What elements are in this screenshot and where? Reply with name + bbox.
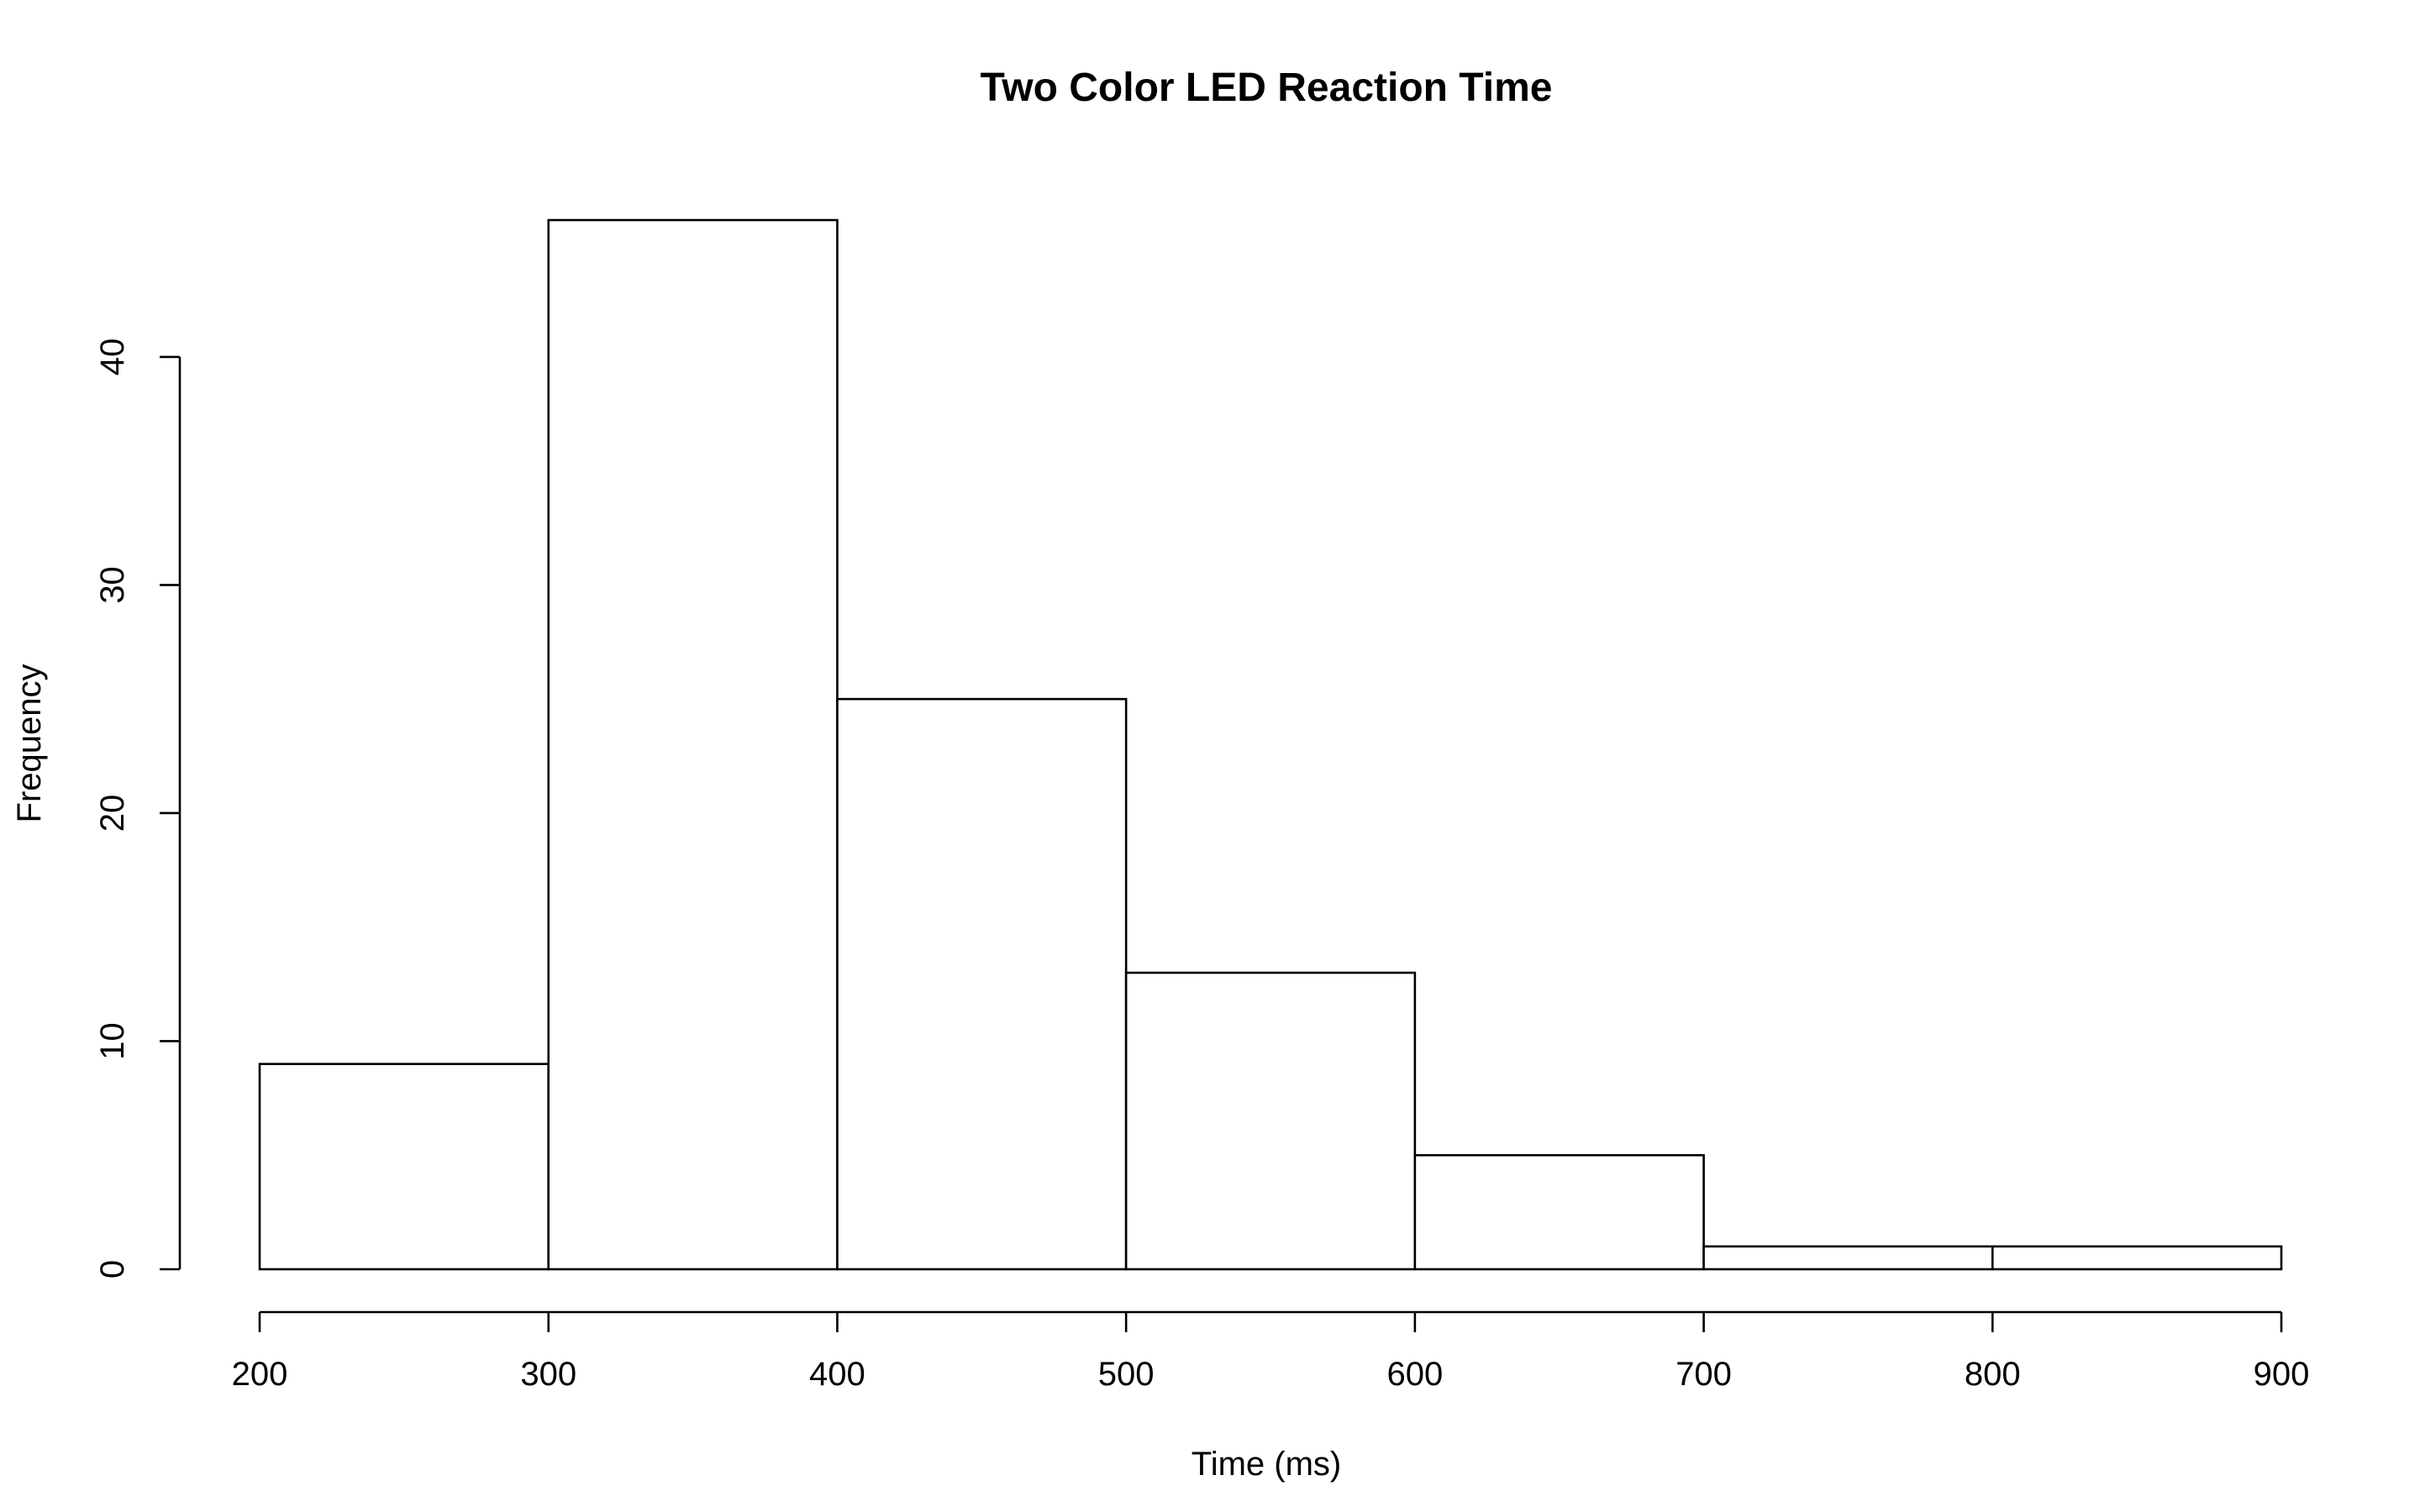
chart-title: Two Color LED Reaction Time (981, 66, 1553, 110)
histogram-bar-600-700 (1413, 1153, 1705, 1271)
x-tick-label-900: 900 (2254, 1356, 2310, 1393)
histogram-bar-400-500 (836, 697, 1128, 1271)
x-axis-label: Time (ms) (1192, 1446, 1341, 1483)
y-tick-label-0: 0 (94, 1260, 131, 1278)
x-tick-label-700: 700 (1676, 1356, 1732, 1393)
x-axis: 200 300 400 500 600 700 800 900 (232, 1310, 2310, 1393)
bars-group (258, 218, 2283, 1271)
x-tick-label-200: 200 (232, 1356, 288, 1393)
histogram-bar-800-900 (1991, 1245, 2283, 1271)
histogram-bar-200-300 (258, 1063, 550, 1271)
y-axis-label: Frequency (11, 664, 48, 823)
y-tick-label-40: 40 (94, 339, 131, 376)
y-axis: 0 10 20 30 40 (94, 339, 182, 1278)
x-tick-label-300: 300 (520, 1356, 576, 1393)
x-tick-label-800: 800 (1965, 1356, 2021, 1393)
y-tick-label-20: 20 (94, 795, 131, 832)
y-tick-label-30: 30 (94, 566, 131, 604)
y-tick-label-10: 10 (94, 1022, 131, 1060)
histogram-bar-300-400 (547, 218, 839, 1271)
histogram-bar-700-800 (1702, 1245, 1994, 1271)
x-tick-label-500: 500 (1098, 1356, 1155, 1393)
histogram-bar-500-600 (1124, 971, 1417, 1271)
x-tick-label-400: 400 (809, 1356, 865, 1393)
x-tick-label-600: 600 (1386, 1356, 1443, 1393)
